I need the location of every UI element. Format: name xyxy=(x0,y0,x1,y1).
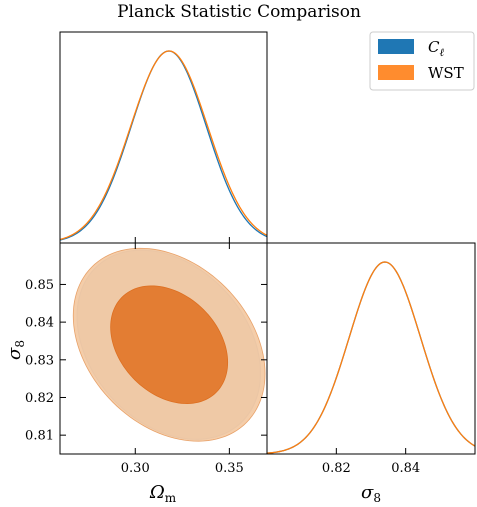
legend: Cℓ WST xyxy=(369,31,475,91)
legend-swatch-cl xyxy=(378,39,414,54)
marginal-curve-wst-sigma-8 xyxy=(266,261,476,454)
marginal-curve-wst-omega-m xyxy=(59,50,268,241)
y-tick-label-sigma-8: 0.81 xyxy=(25,429,54,444)
panel-sigma-8-marginal xyxy=(266,242,476,455)
marginal-curve-cl-omega-m xyxy=(59,50,268,241)
panel-omega-m-vs-sigma-8 xyxy=(59,242,268,455)
legend-swatch-wst xyxy=(378,65,414,80)
y-tick-label-sigma-8: 0.83 xyxy=(25,353,54,368)
panel-omega-m-marginal xyxy=(59,31,268,244)
y-tick-label-sigma-8: 0.84 xyxy=(25,316,54,331)
x-tick-label-sigma-8: 0.82 xyxy=(322,461,351,476)
x-axis-label-sigma-8: σ8 xyxy=(361,482,381,505)
chart-title: Planck Statistic Comparison xyxy=(117,2,361,22)
x-axis-label-omega-m: Ωm xyxy=(149,482,177,505)
axis-ticks: 0.30 0.35 0.81 0.82 0.83 0.84 0.85 0.82 0.84 xyxy=(25,237,420,476)
legend-label-wst: WST xyxy=(428,64,464,82)
marginal-curve-cl-sigma-8 xyxy=(266,261,476,454)
panel-frame-top-left xyxy=(59,31,268,244)
x-tick-label-omega-m: 0.30 xyxy=(121,461,150,476)
contour-group xyxy=(72,247,266,442)
x-tick-label-sigma-8: 0.84 xyxy=(391,461,420,476)
x-tick-label-omega-m: 0.35 xyxy=(215,461,244,476)
y-tick-label-sigma-8: 0.82 xyxy=(25,391,54,406)
panel-frame-bottom-right xyxy=(266,242,476,455)
legend-label-cl: Cℓ xyxy=(428,38,444,59)
contour-wst-68 xyxy=(110,285,229,404)
y-axis-label-sigma-8: σ8 xyxy=(4,340,27,360)
y-tick-label-sigma-8: 0.85 xyxy=(25,278,54,293)
